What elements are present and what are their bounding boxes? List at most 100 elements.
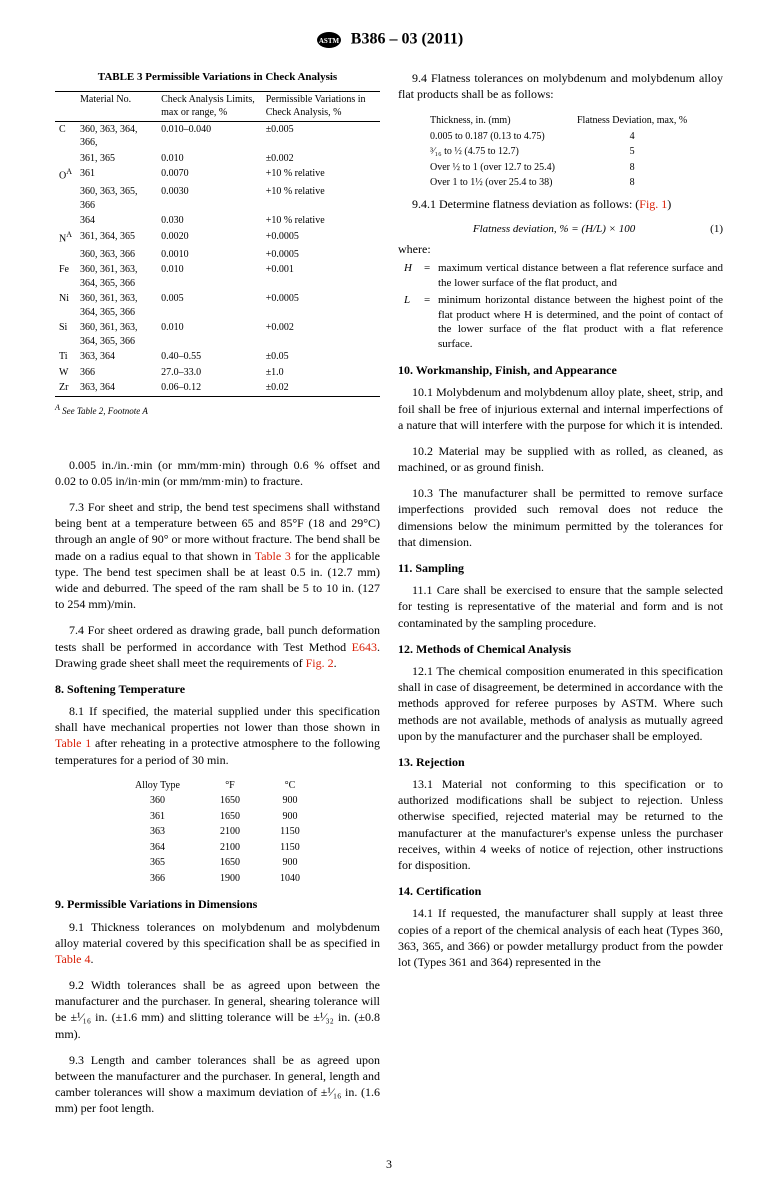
table3-cell: Ti [55,349,76,365]
table3-title: TABLE 3 Permissible Variations in Check … [55,70,380,85]
para-9-2: 9.2 Width tolerances shall be as agreed … [55,977,380,1042]
heading-9: 9. Permissible Variations in Dimensions [55,896,380,912]
temp-cell: 366 [115,871,200,887]
para-10-2: 10.2 Material may be supplied with as ro… [398,443,723,475]
where-def: minimum horizontal distance between the … [438,293,723,352]
table3-cell: 0.0030 [157,184,262,213]
table3-cell: Ni [55,291,76,320]
table3-cell: 0.010 [157,320,262,349]
table3-cell: 0.0070 [157,166,262,184]
para-9-4: 9.4 Flatness tolerances on molybdenum an… [398,70,723,102]
temp-cell: 360 [115,793,200,809]
para-7-3: 7.3 For sheet and strip, the bend test s… [55,499,380,612]
table3-cell: 27.0–33.0 [157,365,262,381]
table3-cell: 363, 364 [76,380,157,396]
flatness-formula: Flatness deviation, % = (H/L) × 100 (1) [398,222,723,237]
temp-cell: 1650 [200,793,260,809]
table1-link[interactable]: Table 1 [55,736,91,750]
table3-cell: 363, 364 [76,349,157,365]
temp-cell: 363 [115,824,200,840]
fig1-link[interactable]: Fig. 1 [639,197,667,211]
para-7-4: 7.4 For sheet ordered as drawing grade, … [55,622,380,671]
table3-h0 [55,91,76,121]
table3-cell: 366 [76,365,157,381]
temp-cell: 1150 [260,824,320,840]
temp-cell: 900 [260,793,320,809]
para-intro: 0.005 in./in.·min (or mm/mm·min) through… [55,457,380,489]
table3-cell: +10 % relative [262,166,380,184]
flat-cell: Over ½ to 1 (over 12.7 to 25.4) [420,161,565,175]
table3-cell: +10 % relative [262,213,380,229]
table3-cell: ±0.002 [262,151,380,167]
table3-cell: 0.030 [157,213,262,229]
heading-12: 12. Methods of Chemical Analysis [398,641,723,657]
temp-cell: 2100 [200,824,260,840]
heading-8: 8. Softening Temperature [55,681,380,697]
astm-logo-icon: ASTM [315,30,343,50]
right-column: 9.4 Flatness tolerances on molybdenum an… [398,70,723,1127]
svg-text:ASTM: ASTM [319,37,340,45]
flat-cell: 0.005 to 0.187 (0.13 to 4.75) [420,130,565,144]
table3-cell: ±0.005 [262,121,380,151]
heading-13: 13. Rejection [398,754,723,770]
table3-cell: +0.001 [262,262,380,291]
heading-10: 10. Workmanship, Finish, and Appearance [398,362,723,378]
table3-cell: C [55,121,76,151]
table3-cell: 0.0020 [157,229,262,247]
table3-cell: Si [55,320,76,349]
para-14-1: 14.1 If requested, the manufacturer shal… [398,905,723,970]
table3-cell: 0.0010 [157,247,262,263]
table3-cell: 360, 363, 366 [76,247,157,263]
para-13-1: 13.1 Material not conforming to this spe… [398,776,723,873]
flat-cell: 8 [567,176,697,190]
table3-cell: 0.06–0.12 [157,380,262,396]
table3-footnote: A See Table 2, Footnote A [55,403,380,417]
table3-cell [55,247,76,263]
left-column: TABLE 3 Permissible Variations in Check … [55,70,380,1127]
table3-cell: 0.010–0.040 [157,121,262,151]
table3-cell: 0.005 [157,291,262,320]
temp-cell: 1650 [200,809,260,825]
heading-14: 14. Certification [398,883,723,899]
fig2-link[interactable]: Fig. 2 [306,656,334,670]
temp-cell: 1900 [200,871,260,887]
table3-cell: 360, 363, 365, 366 [76,184,157,213]
temp-cell: 361 [115,809,200,825]
page-number: 3 [55,1157,723,1172]
e643-link[interactable]: E643 [352,640,377,654]
table3-cell: 361, 364, 365 [76,229,157,247]
table3-link[interactable]: Table 3 [255,549,291,563]
table3-cell: +10 % relative [262,184,380,213]
table4-link[interactable]: Table 4 [55,952,90,966]
table3-cell: 0.010 [157,151,262,167]
heading-11: 11. Sampling [398,560,723,576]
table3-cell: 0.40–0.55 [157,349,262,365]
table3-h1: Material No. [76,91,157,121]
table3-cell: 360, 361, 363, 364, 365, 366 [76,320,157,349]
temp-cell: 1650 [200,855,260,871]
temp-cell: 900 [260,809,320,825]
table3-cell: 364 [76,213,157,229]
where-def: maximum vertical distance between a flat… [438,261,723,291]
where-list: H=maximum vertical distance between a fl… [404,261,723,352]
table3-cell: OA [55,166,76,184]
table3-cell: +0.002 [262,320,380,349]
temperature-table: Alloy Type °F °C 36016509003611650900363… [115,778,320,887]
table3-cell: 360, 363, 364, 366, [76,121,157,151]
para-9-3: 9.3 Length and camber tolerances shall b… [55,1052,380,1117]
temp-cell: 365 [115,855,200,871]
table3-cell: 0.010 [157,262,262,291]
table3-cell [55,151,76,167]
table3-cell: 361, 365 [76,151,157,167]
page-header: ASTM B386 – 03 (2011) [55,30,723,50]
flat-cell: Over 1 to 1½ (over 25.4 to 38) [420,176,565,190]
table3-cell [55,213,76,229]
para-11-1: 11.1 Care shall be exercised to ensure t… [398,582,723,631]
table3-cell: +0.0005 [262,247,380,263]
temp-cell: 900 [260,855,320,871]
flat-cell: 5 [567,145,697,159]
table3-cell: 360, 361, 363, 364, 365, 366 [76,262,157,291]
table3-cell: Fe [55,262,76,291]
table3-h3: Permissible Variations in Check Analysis… [262,91,380,121]
table3-cell: 360, 361, 363, 364, 365, 366 [76,291,157,320]
